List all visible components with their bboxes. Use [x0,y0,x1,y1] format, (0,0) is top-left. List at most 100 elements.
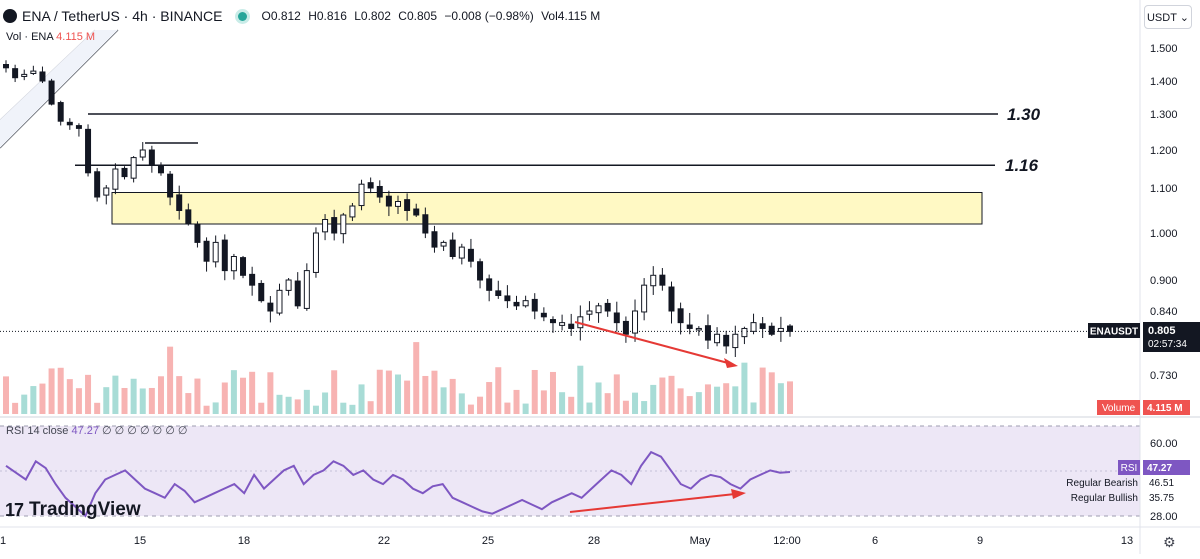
candle[interactable] [167,173,174,198]
gear-icon[interactable]: ⚙ [1163,534,1176,550]
candle[interactable] [732,333,739,349]
candle[interactable] [221,239,228,272]
candle[interactable] [66,121,73,126]
candle[interactable] [495,290,502,297]
candle[interactable] [331,217,338,234]
candle[interactable] [194,224,201,243]
candle[interactable] [777,327,784,332]
candle[interactable] [504,295,511,302]
candle[interactable] [203,240,210,262]
candle[interactable] [75,125,82,129]
supply-zone[interactable] [111,192,983,225]
candle[interactable] [385,195,392,207]
candle[interactable] [21,73,28,77]
candle[interactable] [549,319,556,324]
candle[interactable] [595,305,602,314]
candle[interactable] [704,325,711,341]
candle[interactable] [458,246,465,259]
divergence-arrow-rsi[interactable] [569,489,746,513]
candle[interactable] [112,168,119,190]
candle[interactable] [559,322,566,326]
candle[interactable] [668,286,675,312]
candle[interactable] [467,248,474,262]
candle[interactable] [12,68,19,79]
candle[interactable] [30,70,37,74]
candle[interactable] [641,284,648,313]
candle[interactable] [240,257,247,276]
candle[interactable] [632,310,639,334]
currency-button[interactable]: USDT ⌄ [1144,5,1192,29]
candle[interactable] [303,270,310,309]
candle[interactable] [568,323,575,329]
candle[interactable] [686,324,693,329]
candle[interactable] [759,323,766,329]
candle[interactable] [3,64,9,69]
candle[interactable] [586,310,593,315]
candle[interactable] [285,279,292,291]
candle[interactable] [230,256,237,272]
candle[interactable] [294,280,301,307]
candle[interactable] [367,182,374,189]
candle[interactable] [139,149,146,158]
candle[interactable] [723,334,730,347]
candle[interactable] [413,208,420,216]
time-axis[interactable]: 1 15 18 22 25 28 May 12:00 6 9 13 [0,535,1133,547]
price-axis[interactable]: 1.500 1.400 1.300 1.200 1.100 1.000 0.900 0.840… [1150,43,1178,382]
candle[interactable] [148,149,155,166]
candle[interactable] [376,185,383,198]
candle[interactable] [659,274,666,286]
candle[interactable] [358,183,365,207]
candles[interactable] [3,60,793,358]
candle[interactable] [695,327,702,331]
candle[interactable] [103,187,110,196]
volume-legend[interactable]: Vol · ENA 4.115 M [6,31,95,43]
candle[interactable] [130,157,137,179]
rsi-legend[interactable]: RSI 14 close 47.27 ∅ ∅ ∅ ∅ ∅ ∅ ∅ [6,424,187,437]
candle[interactable] [185,209,192,225]
candle[interactable] [650,274,657,287]
candle[interactable] [212,241,219,263]
candle[interactable] [531,298,538,312]
candle[interactable] [48,80,55,105]
candle[interactable] [486,278,493,291]
candle[interactable] [750,322,757,332]
candle[interactable] [85,128,92,174]
candle[interactable] [787,325,793,332]
candle[interactable] [714,333,721,344]
candle[interactable] [176,194,183,211]
candle[interactable] [404,199,411,212]
candle[interactable] [157,164,164,174]
candle[interactable] [613,312,620,324]
candle[interactable] [276,289,283,314]
candle[interactable] [340,214,347,235]
candle[interactable] [422,214,429,234]
candle[interactable] [449,239,456,257]
candle[interactable] [57,102,64,122]
candle[interactable] [604,302,611,312]
candle[interactable] [312,232,319,273]
candle[interactable] [440,241,447,247]
candle[interactable] [258,282,265,302]
candle[interactable] [249,273,256,286]
candle[interactable] [677,308,684,324]
candle[interactable] [540,312,547,318]
candle[interactable] [431,231,438,248]
candle[interactable] [395,201,401,207]
candle[interactable] [322,219,329,233]
candle[interactable] [522,300,529,307]
candle[interactable] [768,325,775,335]
candle[interactable] [622,320,629,335]
divergence-arrow-price[interactable] [574,321,738,368]
candle[interactable] [39,71,46,82]
candle[interactable] [477,261,484,281]
candle[interactable] [121,167,128,178]
candle[interactable] [513,301,520,307]
candle[interactable] [349,205,356,218]
candle[interactable] [94,171,101,198]
symbol-title[interactable]: ENA / TetherUS · 4h · BINANCE [22,8,223,24]
tradingview-logo[interactable]: 17 TradingView [5,499,141,520]
candle[interactable] [267,302,274,312]
candle[interactable] [741,327,748,338]
